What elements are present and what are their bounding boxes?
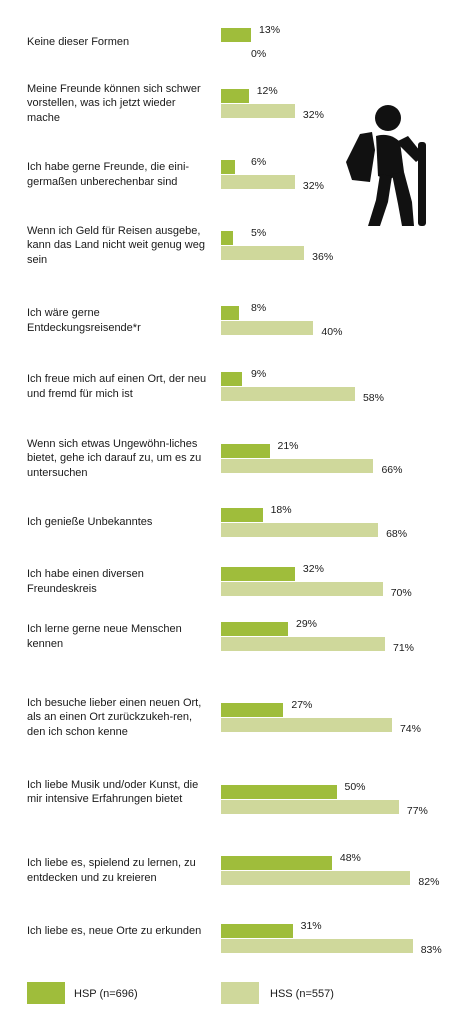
hsp-value-label: 13%	[259, 24, 281, 36]
hsp-bar	[221, 444, 270, 458]
hss-bar	[221, 104, 295, 118]
hss-value-label: 74%	[399, 723, 421, 735]
hss-bar	[221, 387, 355, 401]
category-label: Ich habe gerne Freunde, die eini-germaße…	[27, 161, 190, 188]
category-label: Keine dieser Formen	[27, 36, 130, 49]
hsp-bar	[221, 89, 249, 103]
hsp-bar	[221, 508, 263, 522]
hsp-bar	[221, 306, 240, 320]
hss-value-label: 83%	[420, 944, 442, 956]
hsp-bar	[221, 785, 337, 799]
hsp-value-label: 18%	[270, 504, 292, 516]
hss-value-label: 32%	[302, 180, 324, 192]
hss-bar	[221, 939, 413, 953]
hss-value-label: 36%	[312, 251, 334, 263]
hsp-value-label: 29%	[295, 618, 317, 630]
hss-value-label: 58%	[362, 392, 384, 404]
category-label: Ich liebe es, spielend zu lernen, zu ent…	[27, 857, 196, 884]
hss-bar	[221, 582, 383, 596]
hss-value-label: 71%	[393, 642, 415, 654]
legend-label-hss: HSS (n=557)	[270, 988, 334, 1000]
hsp-bar	[221, 372, 242, 386]
hss-value-label: 40%	[321, 326, 343, 338]
hss-bar	[221, 718, 392, 732]
hss-bar	[221, 637, 385, 651]
hss-value-label: 77%	[406, 805, 428, 817]
hss-value-label: 0%	[251, 48, 267, 60]
hss-bar	[221, 523, 379, 537]
hsp-value-label: 48%	[339, 852, 361, 864]
hss-value-label: 32%	[302, 109, 324, 121]
category-label: Ich freue mich auf einen Ort, der neu un…	[27, 373, 207, 400]
category-label: Wenn ich Geld für Reisen ausgebe, kann d…	[27, 224, 205, 266]
hsp-value-label: 50%	[344, 781, 366, 793]
hsp-bar	[221, 856, 332, 870]
hss-bar	[221, 175, 295, 189]
category-label: Ich genieße Unbekanntes	[27, 516, 153, 529]
hsp-value-label: 8%	[251, 302, 267, 314]
hsp-bar	[221, 160, 235, 174]
hsp-value-label: 27%	[291, 699, 313, 711]
hss-bar	[221, 321, 314, 335]
hss-bar	[221, 459, 374, 473]
hsp-value-label: 9%	[251, 368, 267, 380]
hss-value-label: 68%	[386, 528, 408, 540]
category-label: Ich lerne gerne neue Menschen kennen	[27, 623, 182, 650]
hss-value-label: 70%	[390, 587, 412, 599]
hsp-bar	[221, 567, 295, 581]
hiker-icon	[346, 105, 426, 226]
legend-swatch-hss	[221, 982, 259, 1004]
hsp-value-label: 21%	[277, 440, 299, 452]
hss-bar	[221, 800, 399, 814]
category-label: Ich besuche lieber einen neuen Ort, als …	[27, 696, 202, 738]
hss-bar	[221, 246, 305, 260]
hsp-value-label: 31%	[300, 920, 322, 932]
hss-value-label: 66%	[381, 464, 403, 476]
hsp-bar	[221, 28, 252, 42]
category-label: Ich liebe es, neue Orte zu erkunden	[27, 925, 202, 937]
hsp-bar	[221, 924, 293, 938]
hsp-value-label: 5%	[251, 227, 267, 239]
hsp-value-label: 32%	[302, 563, 324, 575]
hss-bar	[221, 871, 411, 885]
category-label: Wenn sich etwas Ungewöhn-liches bietet, …	[27, 437, 202, 479]
hsp-bar	[221, 703, 284, 717]
hss-value-label: 82%	[418, 876, 440, 888]
category-label: Ich habe einen diversen Freundeskreis	[27, 568, 144, 595]
category-label: Ich liebe Musik und/oder Kunst, die mir …	[27, 778, 199, 806]
hsp-bar	[221, 231, 233, 245]
category-label: Ich wäre gerne Entdeckungsreisende*r	[27, 307, 141, 334]
hsp-value-label: 12%	[256, 85, 278, 97]
hsp-bar	[221, 622, 288, 636]
category-label: Meine Freunde können sich schwer vorstel…	[27, 82, 201, 124]
hsp-value-label: 6%	[251, 156, 267, 168]
legend-swatch-hsp	[27, 982, 65, 1004]
legend-label-hsp: HSP (n=696)	[74, 988, 138, 1000]
